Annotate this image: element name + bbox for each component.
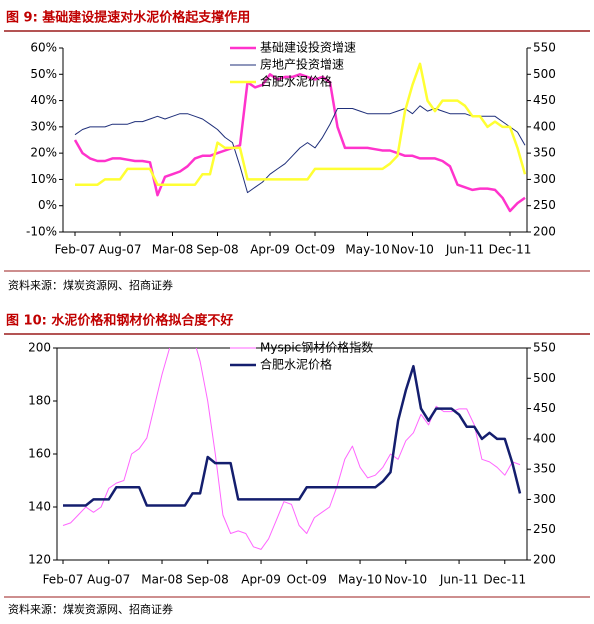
y-tick-label: 10% [30, 172, 57, 186]
series-line [63, 364, 522, 507]
y-tick-label: 160 [28, 447, 51, 461]
x-tick-label: Feb-07 [43, 573, 84, 587]
y2-tick-label: 250 [533, 198, 556, 212]
series-line [74, 105, 526, 194]
x-tick-label: Dec-11 [489, 243, 532, 257]
source: 资料来源：煤炭资源网、招商证券 [8, 278, 173, 292]
legend-label: 合肥水泥价格 [260, 357, 332, 372]
y-tick-label: 200 [28, 341, 51, 355]
y2-tick-label: 350 [533, 462, 556, 476]
x-tick-label: Sep-08 [187, 573, 229, 587]
x-tick-label: Feb-07 [55, 243, 96, 257]
x-tick-label: Mar-08 [152, 243, 193, 257]
y2-tick-label: 300 [533, 172, 556, 186]
y2-tick-label: 450 [533, 401, 556, 415]
y-tick-label: 140 [28, 500, 51, 514]
x-tick-label: Jun-11 [439, 573, 478, 587]
plot-frame [56, 347, 528, 561]
y-tick-label: 20% [30, 146, 57, 160]
y-tick-label: 0% [38, 198, 57, 212]
x-tick-label: Oct-09 [287, 573, 327, 587]
y2-tick-label: 300 [533, 492, 556, 506]
chart-title: 图 10: 水泥价格和钢材价格拟合度不好 [6, 313, 233, 329]
x-tick-label: Apr-09 [241, 573, 281, 587]
y-tick-label: 60% [30, 41, 57, 55]
x-tick-label: Jun-11 [445, 243, 484, 257]
y2-tick-label: 450 [533, 93, 556, 107]
plot-lines [62, 348, 522, 550]
y2-tick-label: 500 [533, 67, 556, 81]
series-line [75, 62, 527, 186]
x-tick-label: Nov-10 [384, 573, 427, 587]
x-tick-label: Sep-08 [196, 243, 238, 257]
x-tick-label: Mar-08 [141, 573, 182, 587]
x-tick-label: Oct-09 [295, 243, 335, 257]
y2-tick-label: 350 [533, 146, 556, 160]
y-tick-label: 40% [30, 93, 57, 107]
y-tick-label: 120 [28, 553, 51, 567]
x-tick-label: May-10 [345, 243, 389, 257]
y-tick-label: 50% [30, 67, 57, 81]
y2-tick-label: 200 [533, 553, 556, 567]
y2-tick-label: 500 [533, 371, 556, 385]
y2-tick-label: 550 [533, 341, 556, 355]
x-tick-label: May-10 [338, 573, 382, 587]
legend-label: Myspic钢材价格指数 [260, 340, 373, 355]
y-tick-label: 30% [30, 119, 57, 133]
source: 资料来源：煤炭资源网、招商证券 [8, 602, 173, 616]
series-line [73, 73, 526, 213]
y-tick-label: 180 [28, 394, 51, 408]
x-tick-label: Aug-07 [87, 573, 130, 587]
plot-lines [73, 62, 527, 213]
y-tick-label: -10% [26, 225, 57, 239]
series-line [62, 348, 521, 550]
legend-label: 合肥水泥价格 [260, 74, 332, 89]
y2-tick-label: 250 [533, 522, 556, 536]
legend-label: 房地产投资增速 [260, 57, 344, 72]
legend-label: 基础建设投资增速 [260, 40, 356, 55]
chart-title: 图 9: 基础建设提速对水泥价格起支撑作用 [6, 10, 250, 26]
y2-tick-label: 400 [533, 431, 556, 445]
y2-tick-label: 200 [533, 225, 556, 239]
x-tick-label: Nov-10 [391, 243, 434, 257]
y2-tick-label: 400 [533, 119, 556, 133]
x-tick-label: Dec-11 [483, 573, 526, 587]
x-tick-label: Apr-09 [250, 243, 290, 257]
x-tick-label: Aug-07 [98, 243, 141, 257]
y2-tick-label: 550 [533, 41, 556, 55]
